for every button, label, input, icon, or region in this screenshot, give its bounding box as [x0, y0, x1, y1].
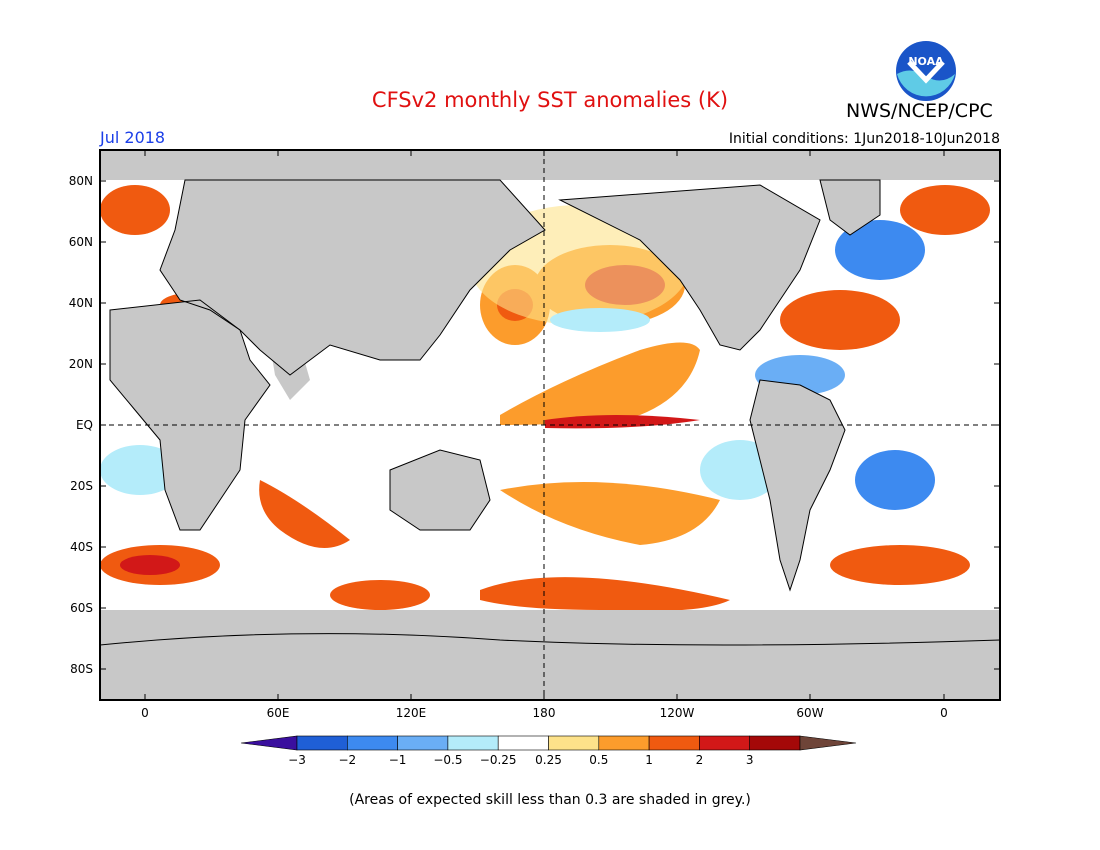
land-africa	[110, 300, 270, 530]
anomaly-field	[100, 185, 990, 612]
lat-label: 80N	[69, 174, 93, 188]
anomaly-w-io-cool	[100, 445, 180, 495]
colorbar-right-arrow	[799, 735, 857, 751]
colorbar-tick-label: 2	[696, 753, 704, 767]
initial-conditions: Initial conditions: 1Jun2018-10Jun2018	[728, 131, 1000, 147]
skill-footnote: (Areas of expected skill less than 0.3 a…	[349, 792, 751, 808]
colorbar	[240, 735, 857, 751]
coast-antarctica	[99, 633, 1001, 646]
coast-eurasia	[159, 179, 546, 376]
lat-label: 80S	[70, 662, 93, 676]
land-australia	[390, 450, 490, 530]
chart-title: CFSv2 monthly SST anomalies (K)	[371, 88, 729, 112]
land-india	[270, 345, 310, 400]
colorbar-box	[648, 735, 700, 751]
colorbar-tick-label: −0.25	[480, 753, 517, 767]
colorbar-box	[346, 735, 398, 751]
anomaly-eq-pacific-core	[545, 415, 700, 429]
forecast-month: Jul 2018	[100, 128, 166, 147]
lon-label: 180	[533, 706, 556, 720]
land-south-america	[750, 380, 845, 590]
colorbar-tick-label: 0.25	[535, 753, 562, 767]
arctic-mask	[100, 150, 1000, 180]
lat-label: 20N	[69, 357, 93, 371]
land-eurasia	[160, 180, 545, 375]
colorbar-tick-label: −3	[288, 753, 306, 767]
coast-north-america	[558, 184, 821, 351]
colorbar-box	[598, 735, 650, 751]
anomaly-eq-pacific	[500, 342, 700, 425]
anomaly-se-atl-south	[830, 545, 970, 585]
anomaly-natl-cool	[835, 220, 925, 280]
colorbar-tick-label: −0.5	[433, 753, 462, 767]
lon-label: 120E	[396, 706, 427, 720]
lon-label: 60W	[796, 706, 823, 720]
coast-south-america	[749, 379, 846, 592]
anomaly-spac-warm	[500, 482, 720, 545]
colorbar-tick-label: 1	[645, 753, 653, 767]
colorbar-labels: −3 −2 −1 −0.5 −0.25 0.25 0.5 1 2 3	[288, 753, 753, 767]
anomaly-arctic-east	[900, 185, 990, 235]
latitude-ticks	[100, 180, 1000, 670]
anomaly-satl-south-core	[120, 555, 180, 575]
colorbar-box	[296, 735, 348, 751]
anomaly-sio-warm	[259, 480, 350, 548]
colorbar-box	[497, 735, 549, 751]
colorbar-tick-label: 3	[746, 753, 754, 767]
longitude-ticks	[144, 150, 945, 700]
anomaly-arctic-west	[100, 185, 170, 235]
noaa-logo: NOAA	[895, 40, 957, 102]
coast-greenland	[819, 179, 881, 236]
coast-africa	[109, 299, 271, 531]
svg-text:NOAA: NOAA	[908, 55, 944, 68]
colorbar-box	[749, 735, 801, 751]
colorbar-tick-label: −2	[338, 753, 356, 767]
land-north-america	[560, 185, 820, 350]
lon-label: 120W	[660, 706, 695, 720]
colorbar-left-arrow	[240, 735, 298, 751]
agency-label: NWS/NCEP/CPC	[846, 100, 993, 122]
lon-label: 0	[141, 706, 149, 720]
anomaly-natl-warm	[780, 290, 900, 350]
colorbar-box	[447, 735, 499, 751]
anomaly-sio-south	[330, 580, 430, 610]
so-mask	[100, 610, 1000, 630]
colorbar-box	[397, 735, 449, 751]
coastlines	[99, 179, 1001, 646]
lon-label: 60E	[267, 706, 290, 720]
colorbar-box	[548, 735, 600, 751]
lat-label: 60S	[70, 601, 93, 615]
colorbar-tick-label: −1	[389, 753, 407, 767]
longitude-labels: 0 60E 120E 180 120W 60W 0	[141, 706, 948, 720]
land-and-low-skill	[100, 150, 1000, 700]
anomaly-satl-cool	[855, 450, 935, 510]
land-greenland	[820, 180, 880, 235]
lat-label: 60N	[69, 235, 93, 249]
anomaly-so-warm-1	[480, 577, 730, 612]
lat-label: 40N	[69, 296, 93, 310]
lat-label: EQ	[76, 418, 93, 432]
land-antarctica	[100, 630, 1000, 700]
lat-label: 20S	[70, 479, 93, 493]
latitude-labels: 80N 60N 40N 20N EQ 20S 40S 60S 80S	[69, 174, 93, 676]
colorbar-tick-label: 0.5	[589, 753, 608, 767]
lat-label: 40S	[70, 540, 93, 554]
lon-label: 0	[940, 706, 948, 720]
colorbar-box	[699, 735, 751, 751]
anomaly-npac-cool	[550, 308, 650, 332]
coast-australia	[389, 449, 491, 531]
